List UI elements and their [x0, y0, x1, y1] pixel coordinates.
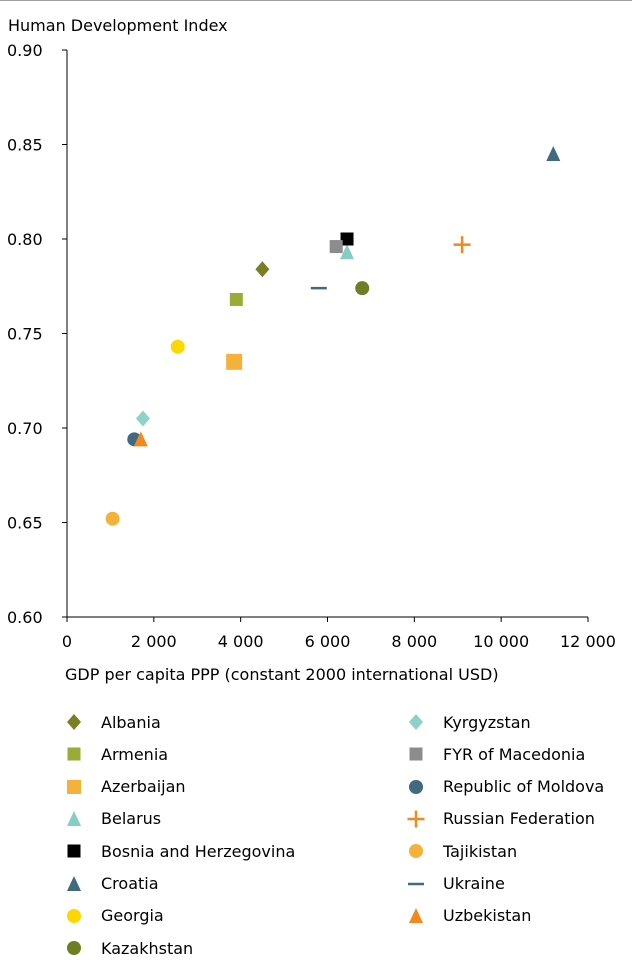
legend-label: Belarus [101, 809, 162, 829]
legend-marker-russian-federation [407, 810, 425, 828]
legend-marker-tajikistan [409, 844, 423, 859]
legend-marker-croatia [67, 875, 81, 891]
y-tick-label: 0.60 [7, 608, 43, 627]
legend-item-ukraine: Ukraine [406, 873, 505, 895]
legend-item-russian-federation: Russian Federation [406, 808, 595, 830]
legend-symbol [67, 747, 81, 761]
y-tick-label: 0.80 [7, 230, 43, 249]
y-tick-label: 0.70 [7, 419, 43, 438]
point-ukraine [310, 286, 327, 290]
legend-symbol [409, 747, 423, 761]
legend-label: Tajikistan [443, 841, 518, 861]
point-bosnia-and-herzegovina [340, 232, 354, 246]
legend-item-azerbaijan: Azerbaijan [64, 776, 186, 798]
point-armenia [229, 292, 243, 306]
legend-marker-bosnia-and-herzegovina [67, 844, 81, 858]
legend-symbol [67, 908, 81, 923]
point-uzbekistan [133, 431, 148, 447]
point-croatia [546, 145, 561, 161]
point-fyr-of-macedonia [329, 240, 343, 254]
legend-symbol [407, 810, 425, 828]
legend-label: Armenia [101, 744, 169, 764]
legend-label: Azerbaijan [101, 777, 186, 797]
legend-label: Albania [101, 712, 161, 732]
legend-label: Croatia [101, 874, 159, 893]
x-tick-label: 2 000 [131, 632, 177, 651]
legend-label: Republic of Moldova [443, 777, 605, 797]
legend-item-kyrgyzstan: Kyrgyzstan [406, 711, 531, 733]
legend-label: Bosnia and Herzegovina [101, 841, 296, 861]
legend-symbol [67, 779, 81, 794]
x-tick-label: 0 [62, 632, 72, 651]
legend-marker-republic-of-moldova [409, 779, 423, 794]
legend-label: FYR of Macedonia [443, 744, 586, 764]
legend-marker-armenia [67, 747, 81, 761]
legend-marker-kyrgyzstan [409, 714, 423, 730]
point-albania [255, 261, 270, 278]
legend-symbol [409, 907, 423, 923]
legend-symbol [409, 714, 423, 730]
point-georgia [170, 339, 185, 354]
legend-label: Uzbekistan [443, 906, 532, 926]
legend-marker-kazakhstan [67, 941, 81, 956]
legend-label: Russian Federation [443, 809, 595, 829]
y-tick-label: 0.75 [7, 325, 43, 344]
point-kyrgyzstan [135, 410, 150, 427]
x-tick-label: 4 000 [218, 632, 264, 651]
legend-symbol [67, 844, 81, 858]
x-axis-label: GDP per capita PPP (constant 2000 intern… [65, 665, 499, 684]
legend-item-uzbekistan: Uzbekistan [406, 905, 531, 927]
legend-item-albania: Albania [64, 711, 161, 733]
legend-item-republic-of-moldova: Republic of Moldova [406, 776, 604, 798]
point-azerbaijan [226, 353, 243, 370]
y-axis-label: Human Development Index [8, 16, 228, 35]
data-points [105, 145, 561, 526]
scatter-plot: 0.60 0.65 0.70 0.75 0.80 0.85 0.90 0 2 000 4 000 6… [7, 41, 616, 651]
legend-symbol [409, 844, 423, 859]
legend-label: Kyrgyzstan [443, 712, 531, 732]
legend-item-tajikistan: Tajikistan [406, 840, 517, 862]
legend-item-bosnia-and-herzegovina: Bosnia and Herzegovina [64, 840, 295, 862]
legend-marker-azerbaijan [67, 779, 81, 794]
legend-item-georgia: Georgia [64, 905, 164, 927]
point-russian-federation [453, 236, 471, 254]
y-tick-label: 0.65 [7, 514, 43, 533]
legend-symbol [67, 714, 81, 730]
legend-item-belarus: Belarus [64, 808, 161, 830]
axes: 0.60 0.65 0.70 0.75 0.80 0.85 0.90 0 2 000 4 000 6… [7, 41, 616, 651]
x-tick-label: 10 000 [473, 632, 529, 651]
legend-symbol [408, 882, 424, 885]
legend-symbol [67, 875, 81, 891]
legend-item-kazakhstan: Kazakhstan [64, 937, 193, 959]
x-tick-label: 12 000 [560, 632, 616, 651]
legend-item-croatia: Croatia [64, 873, 159, 895]
point-tajikistan [105, 511, 120, 526]
point-kazakhstan [355, 281, 370, 296]
legend-marker-ukraine [408, 882, 424, 885]
legend-marker-fyr-of-macedonia [409, 747, 423, 761]
top-divider [0, 0, 632, 1]
legend-symbol [409, 779, 423, 794]
legend-marker-albania [67, 714, 81, 730]
point-belarus [340, 244, 355, 260]
legend-symbol [67, 941, 81, 956]
legend-marker-uzbekistan [409, 907, 423, 923]
legend-label: Kazakhstan [101, 938, 194, 958]
legend-item-fyr-of-macedonia: FYR of Macedonia [406, 743, 585, 765]
legend-label: Georgia [101, 906, 164, 926]
y-tick-label: 0.85 [7, 136, 43, 155]
y-tick-label: 0.90 [7, 41, 43, 60]
x-tick-label: 6 000 [305, 632, 351, 651]
legend-marker-georgia [67, 908, 81, 923]
legend-marker-belarus [67, 810, 81, 826]
legend-symbol [67, 810, 81, 826]
legend-item-armenia: Armenia [64, 743, 168, 765]
x-tick-label: 8 000 [391, 632, 437, 651]
legend-label: Ukraine [443, 874, 505, 893]
